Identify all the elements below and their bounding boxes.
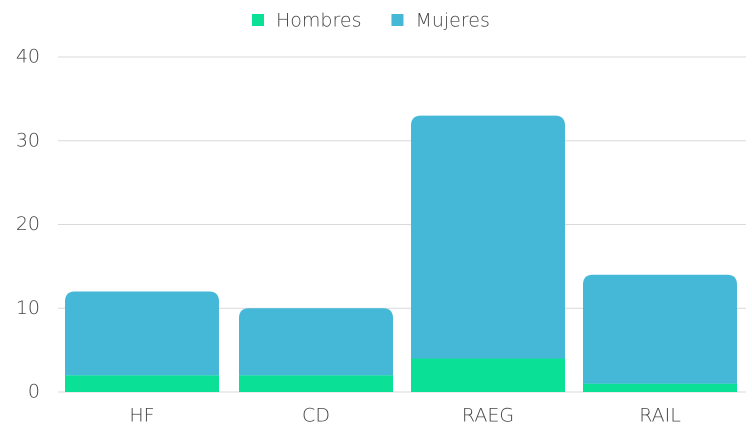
bar-segment [65,375,219,392]
x-tick-label: CD [302,405,330,427]
legend-swatch [252,14,264,26]
bar-segment [411,358,565,392]
y-tick-label: 10 [16,297,40,319]
x-tick-label: RAEG [462,405,514,427]
y-tick-label: 0 [28,381,40,403]
y-tick-label: 40 [16,46,40,68]
legend-swatch [391,14,404,26]
legend-label: Mujeres [415,10,489,32]
bar-segment [65,291,219,376]
bar-segment [583,274,737,384]
bar-segment [239,375,393,392]
bar-segment [583,383,737,392]
legend-label: Hombres [276,10,361,32]
x-tick-label: RAIL [639,405,681,427]
y-tick-label: 30 [16,129,40,151]
bar-segment [239,308,393,376]
y-tick-label: 20 [16,213,40,235]
bar-segment [411,115,565,359]
x-tick-label: HF [129,405,154,427]
